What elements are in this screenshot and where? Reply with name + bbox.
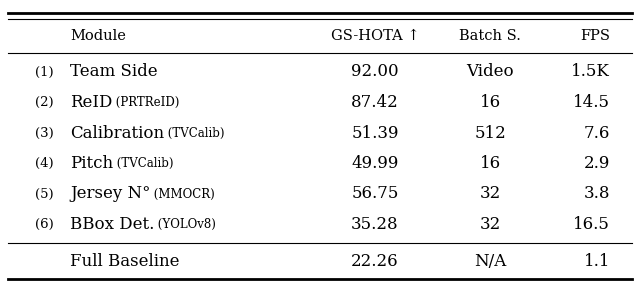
Text: 49.99: 49.99 xyxy=(351,155,399,172)
Text: Batch S.: Batch S. xyxy=(459,29,521,43)
Text: 3.8: 3.8 xyxy=(584,185,610,203)
Text: (5): (5) xyxy=(35,188,54,200)
Text: GS-HOTA ↑: GS-HOTA ↑ xyxy=(331,29,419,43)
Text: FPS: FPS xyxy=(580,29,610,43)
Text: Jersey N°: Jersey N° xyxy=(70,185,150,203)
Text: 32: 32 xyxy=(479,216,500,233)
Text: (MMOCR): (MMOCR) xyxy=(150,188,215,200)
Text: 1.1: 1.1 xyxy=(584,252,610,269)
Text: 35.28: 35.28 xyxy=(351,216,399,233)
Text: 512: 512 xyxy=(474,125,506,142)
Text: 32: 32 xyxy=(479,185,500,203)
Text: Video: Video xyxy=(466,63,514,80)
Text: (TVCalib): (TVCalib) xyxy=(164,127,225,140)
Text: 87.42: 87.42 xyxy=(351,94,399,111)
Text: N/A: N/A xyxy=(474,252,506,269)
Text: 92.00: 92.00 xyxy=(351,63,399,80)
Text: Pitch: Pitch xyxy=(70,155,113,172)
Text: (PRTReID): (PRTReID) xyxy=(113,96,180,109)
Text: (4): (4) xyxy=(35,157,54,170)
Text: (2): (2) xyxy=(35,96,54,109)
Text: (TVCalib): (TVCalib) xyxy=(113,157,173,170)
Text: 14.5: 14.5 xyxy=(573,94,610,111)
Text: BBox Det.: BBox Det. xyxy=(70,216,154,233)
Text: (1): (1) xyxy=(35,65,54,78)
Text: 16.5: 16.5 xyxy=(573,216,610,233)
Text: 16: 16 xyxy=(479,94,500,111)
Text: Calibration: Calibration xyxy=(70,125,164,142)
Text: Full Baseline: Full Baseline xyxy=(70,252,179,269)
Text: (6): (6) xyxy=(35,218,54,231)
Text: (YOLOv8): (YOLOv8) xyxy=(154,218,216,231)
Text: 56.75: 56.75 xyxy=(351,185,399,203)
Text: 1.5K: 1.5K xyxy=(571,63,610,80)
Text: 16: 16 xyxy=(479,155,500,172)
Text: 51.39: 51.39 xyxy=(351,125,399,142)
Text: 22.26: 22.26 xyxy=(351,252,399,269)
Text: 2.9: 2.9 xyxy=(584,155,610,172)
Text: ReID: ReID xyxy=(70,94,113,111)
Text: 7.6: 7.6 xyxy=(584,125,610,142)
Text: Team Side: Team Side xyxy=(70,63,157,80)
Text: (3): (3) xyxy=(35,127,54,140)
Text: Module: Module xyxy=(70,29,126,43)
